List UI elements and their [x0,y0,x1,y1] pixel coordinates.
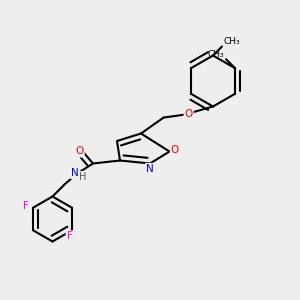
Text: H: H [80,172,87,182]
Text: O: O [171,145,179,155]
Text: F: F [67,231,73,241]
Text: O: O [75,146,84,157]
Text: O: O [184,109,193,119]
Text: CH₃: CH₃ [208,50,225,59]
Text: CH₃: CH₃ [224,37,240,46]
Text: F: F [22,201,28,211]
Text: N: N [146,164,154,174]
Text: N: N [71,168,79,178]
